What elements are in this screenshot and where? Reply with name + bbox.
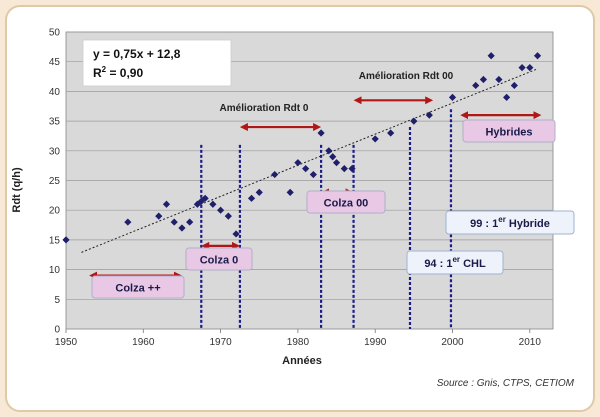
trendline-path [81,68,538,253]
callout-chl-sup: er [452,255,460,264]
x-tick-label: 1950 [55,337,78,348]
x-tick-label: 1970 [209,337,232,348]
x-axis-title: Années [282,355,322,367]
data-point [479,75,488,84]
data-point [62,236,70,244]
data-point [487,52,495,60]
data-point [510,81,518,90]
callout-chl-bg [406,250,504,275]
label-amel-0: Amélioration Rdt 0 [220,103,309,114]
data-point [533,52,542,60]
vertical-markers [200,109,453,329]
y-tick-label: 15 [49,235,61,246]
data-point [448,93,457,101]
trendline [81,68,538,253]
data-point [302,165,310,173]
callout-hybride-text: 99 : 1er Hybride [470,215,550,230]
x-tick-labels: 1950 1960 1970 1980 1990 2000 2010 [55,329,541,348]
data-point [410,117,418,125]
callout-hybride-suffix: Hybride [506,218,550,230]
label-amel-00: Amélioration Rdt 00 [359,71,454,82]
data-point [155,212,163,220]
equation-line: y = 0,75x + 12,8 [93,47,181,61]
callout-chl-text: 94 : 1er CHL [424,255,486,270]
data-point [209,200,217,208]
y-tick-label: 50 [49,28,61,39]
callout-hybride-bg [445,210,575,235]
callout-chl-suffix: CHL [460,258,486,270]
y-tick-label: 5 [54,295,60,306]
data-point [271,170,279,179]
data-point [294,159,302,167]
y-axis-title: Rdt (q/h) [11,167,23,213]
y-tick-label: 0 [54,325,60,336]
data-point [255,188,263,196]
data-point [329,153,337,161]
label-box-hybrides [462,119,556,143]
r-squared-sup: 2 [102,65,107,74]
data-point [224,212,232,220]
data-point [387,129,395,137]
r-squared-line: R2 = 0,90 [93,65,143,80]
data-point [348,165,356,173]
data-point [186,218,194,226]
data-point [162,200,171,208]
source-note: Source : Gnis, CTPS, CETIOM [437,378,575,389]
y-tick-label: 30 [49,146,61,157]
data-point [503,93,511,101]
r-squared-suffix: = 0,90 [106,66,143,80]
label-box-colza-pp [91,275,185,299]
y-tick-label: 20 [49,206,61,217]
callout-first-hybride: 99 : 1er Hybride [445,210,575,235]
x-tick-label: 1990 [364,337,387,348]
equation-box: y = 0,75x + 12,8 R2 = 0,90 [82,39,232,87]
period-labels: Colza ++ Colza 0 Colza 00 Amélioration Rdt … [91,71,556,299]
r-squared-prefix: R [93,66,102,80]
y-tick-label: 45 [49,57,61,68]
callout-hybride-prefix: 99 : 1 [470,218,498,230]
data-point [340,165,348,173]
data-point [495,75,503,84]
data-point [371,135,379,143]
data-point [232,230,240,238]
data-points [62,52,542,244]
data-point [317,129,325,137]
equation-box-bg [82,39,232,87]
label-box-colza-00 [306,190,386,214]
callout-first-chl: 94 : 1er CHL [406,250,504,275]
label-colza-0: Colza 0 [200,255,239,267]
x-tick-label: 2010 [519,337,542,348]
data-point [425,111,433,119]
y-tick-label: 40 [49,87,61,98]
data-point [201,194,209,202]
x-tick-label: 1980 [287,337,310,348]
label-colza-00: Colza 00 [324,198,369,210]
data-point [526,64,534,72]
y-tick-label: 25 [49,176,61,187]
data-point [332,159,341,167]
data-point [247,194,256,202]
data-point [178,224,186,232]
x-tick-label: 2000 [441,337,464,348]
label-box-colza-0 [185,247,253,271]
y-tick-label: 10 [49,265,61,276]
data-point [325,147,333,155]
data-point [217,206,225,214]
y-tick-label: 35 [49,117,61,128]
callout-chl-prefix: 94 : 1 [424,258,452,270]
data-point [286,188,294,196]
data-point [124,218,132,226]
x-tick-label: 1960 [132,337,155,348]
callout-hybride-sup: er [498,215,506,224]
data-point [309,170,317,179]
data-point [472,81,480,90]
data-point [518,64,526,72]
y-tick-labels: 0 5 10 15 20 25 30 35 40 45 50 [49,28,61,336]
data-point [170,218,178,226]
label-hybrides: Hybrides [485,127,532,139]
label-colza-pp: Colza ++ [115,283,160,295]
